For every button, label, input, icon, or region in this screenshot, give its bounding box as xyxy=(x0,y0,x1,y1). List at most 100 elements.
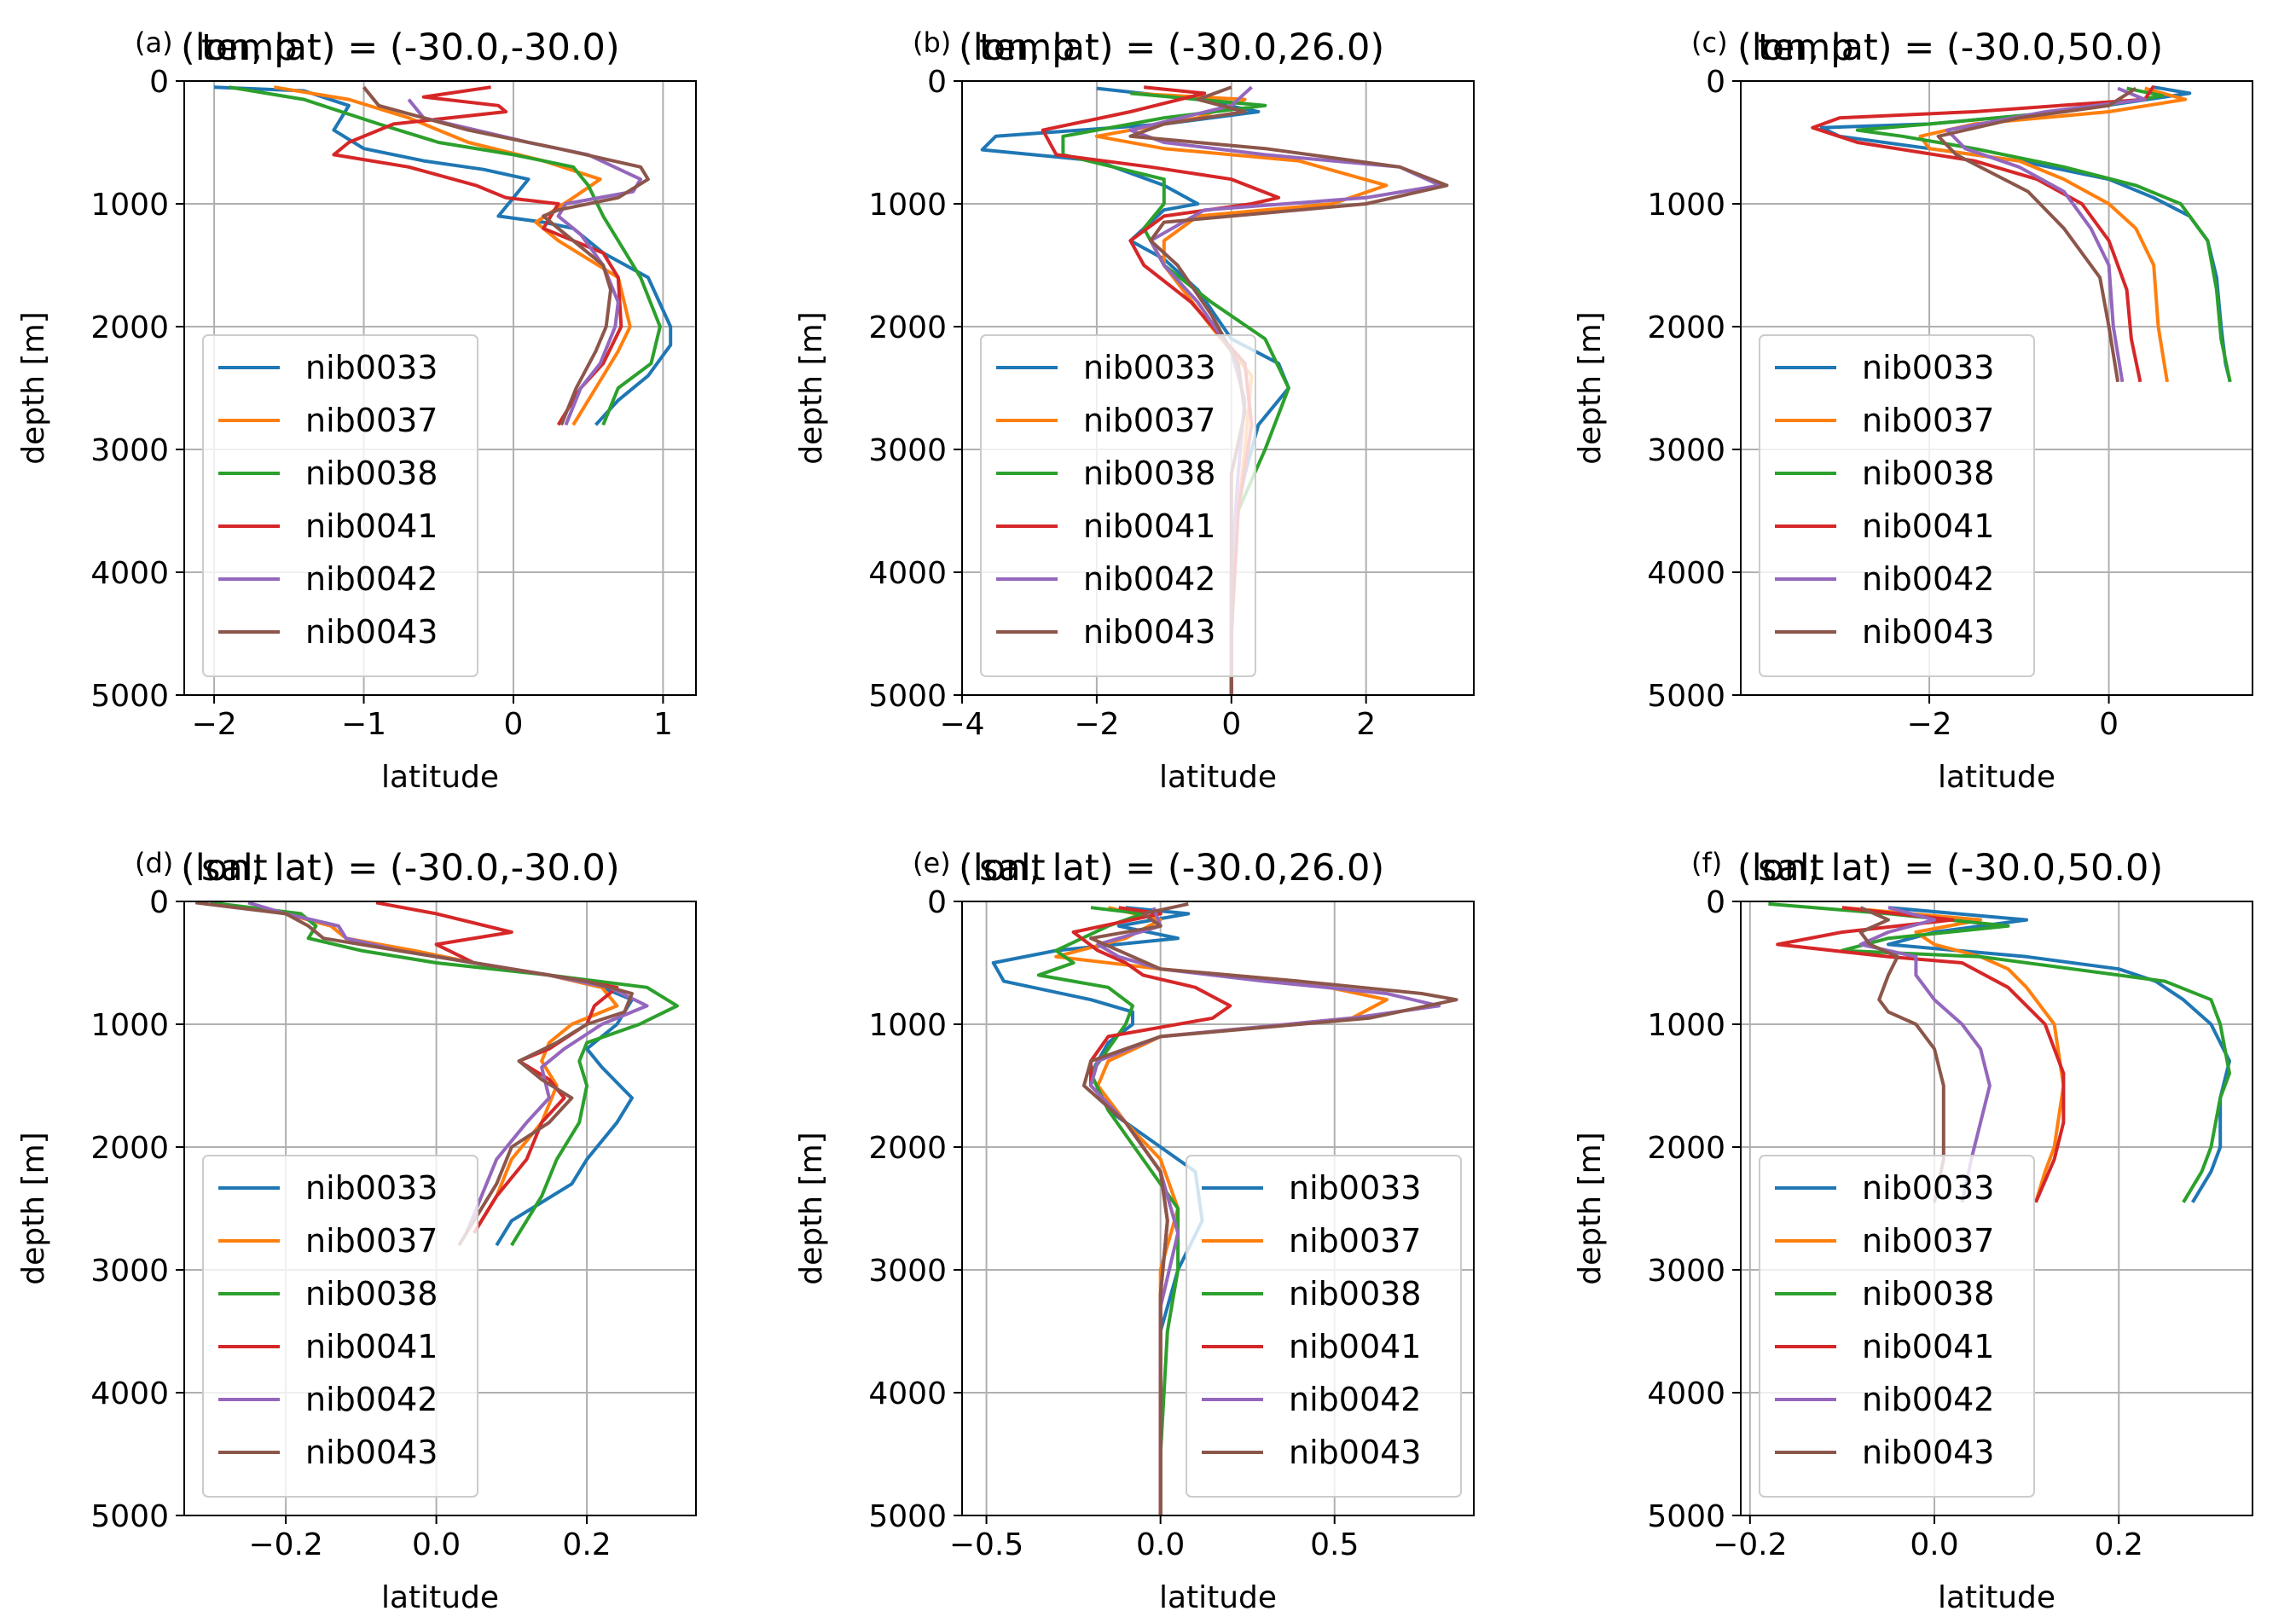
panel-4: −0.2 0.0 0.2 0 1000 2000 3000 4000 5000 latitude d… xyxy=(16,847,697,1611)
y-tick-label: 3000 xyxy=(1647,1254,1725,1289)
legend-label: nib0033 xyxy=(1862,349,1994,386)
y-tick-label: 4000 xyxy=(1647,556,1725,591)
series-line-nib0043 xyxy=(1936,86,2137,383)
x-tick-label: 0.0 xyxy=(412,1527,461,1562)
panel-5: −0.5 0.0 0.5 0 1000 2000 3000 4000 5000 latitude d… xyxy=(794,847,1475,1611)
legend-label: nib0043 xyxy=(1289,1434,1421,1471)
chart-title: (lon, lat) = (-30.0,-30.0) xyxy=(181,26,620,69)
chart-title: (lon, lat) = (-30.0,50.0) xyxy=(1737,26,2163,69)
x-tick-label: 0.0 xyxy=(1136,1527,1185,1562)
series-line-nib0041 xyxy=(1776,906,2066,1203)
series-line-nib0037 xyxy=(1841,906,2066,1203)
series-line-nib0042 xyxy=(1945,86,2147,383)
legend-label: nib0037 xyxy=(1862,402,1994,439)
y-tick-label: 5000 xyxy=(1647,1499,1725,1534)
y-axis-label: depth [m] xyxy=(16,311,51,464)
legend-label: nib0041 xyxy=(1083,507,1215,545)
x-tick-label: −0.2 xyxy=(1713,1527,1787,1562)
y-tick-label: 0 xyxy=(149,885,169,920)
x-axis-label: latitude xyxy=(1159,760,1277,795)
legend-label: nib0037 xyxy=(305,402,438,439)
legend-label: nib0041 xyxy=(1862,1328,1994,1365)
x-tick-label: 1 xyxy=(653,707,673,742)
chart-title: (lon, lat) = (-30.0,-30.0) xyxy=(181,847,620,890)
legend-label: nib0038 xyxy=(1862,455,1994,492)
y-tick-label: 4000 xyxy=(868,556,947,591)
x-tick-label: −2 xyxy=(1074,707,1119,742)
series-line-nib0037 xyxy=(1918,86,2188,383)
x-axis-label: latitude xyxy=(381,760,499,795)
legend-label: nib0033 xyxy=(1289,1169,1421,1207)
legend-label: nib0038 xyxy=(1862,1275,1994,1313)
legend-label: nib0042 xyxy=(1083,560,1215,598)
y-tick-label: 3000 xyxy=(90,1254,169,1289)
legend-label: nib0042 xyxy=(305,1381,438,1418)
x-tick-label: −1 xyxy=(341,707,386,742)
y-tick-label: 3000 xyxy=(868,433,947,468)
series-line-nib0033 xyxy=(214,85,673,426)
y-axis-label: depth [m] xyxy=(16,1132,51,1284)
legend-label: nib0033 xyxy=(305,1169,438,1207)
y-tick-label: 0 xyxy=(1706,65,1725,100)
legend-label: nib0043 xyxy=(305,1434,438,1471)
axes-frame xyxy=(961,80,1475,696)
y-tick-label: 2000 xyxy=(868,310,947,345)
x-axis-label: latitude xyxy=(1159,1580,1277,1611)
axes-frame xyxy=(183,80,697,696)
axes-frame xyxy=(1740,80,2253,696)
y-tick-label: 4000 xyxy=(90,556,169,591)
legend-label: nib0041 xyxy=(305,1328,438,1365)
panel-label: (b) xyxy=(913,26,951,59)
y-tick-label: 1000 xyxy=(868,1008,947,1043)
panel-label: (f) xyxy=(1691,847,1722,879)
y-tick-label: 5000 xyxy=(868,1499,947,1534)
x-axis-label: latitude xyxy=(1938,760,2055,795)
legend-label: nib0043 xyxy=(305,613,438,651)
legend-label: nib0042 xyxy=(1862,1381,1994,1418)
series-line-nib0042 xyxy=(1858,906,1992,1203)
legend-label: nib0037 xyxy=(1862,1222,1994,1260)
y-tick-label: 5000 xyxy=(1647,679,1725,714)
y-tick-label: 3000 xyxy=(90,433,169,468)
x-tick-label: −0.2 xyxy=(248,1527,322,1562)
x-axis-label: latitude xyxy=(1938,1580,2055,1611)
x-tick-label: −2 xyxy=(192,707,237,742)
legend-label: nib0043 xyxy=(1083,613,1215,651)
y-tick-label: 2000 xyxy=(1647,310,1725,345)
series-line-nib0038 xyxy=(1768,901,2231,1203)
series-line-nib0041 xyxy=(1811,84,2155,383)
y-tick-label: 1000 xyxy=(1647,1008,1725,1043)
x-tick-label: 0 xyxy=(504,707,524,742)
y-tick-label: 4000 xyxy=(90,1376,169,1411)
y-tick-label: 0 xyxy=(927,65,947,100)
y-tick-label: 5000 xyxy=(90,1499,169,1534)
y-tick-label: 5000 xyxy=(868,679,947,714)
panel-label: (e) xyxy=(913,847,951,879)
panel-1: −2 −1 0 1 0 1000 2000 3000 4000 5000 latitude depth… xyxy=(16,26,697,795)
y-tick-label: 5000 xyxy=(90,679,169,714)
y-axis-label: depth [m] xyxy=(1573,311,1608,464)
legend-label: nib0042 xyxy=(305,560,438,598)
panel-label: (d) xyxy=(135,847,173,879)
x-tick-label: 0.2 xyxy=(562,1527,611,1562)
legend-label: nib0042 xyxy=(1862,560,1994,598)
y-tick-label: 0 xyxy=(927,885,947,920)
y-tick-label: 1000 xyxy=(90,1008,169,1043)
y-tick-label: 1000 xyxy=(1647,188,1725,223)
legend-label: nib0037 xyxy=(305,1222,438,1260)
series-line-nib0043 xyxy=(1858,906,1945,1203)
chart-title-overlay: temp xyxy=(201,26,298,69)
axes-frame xyxy=(1740,901,2253,1516)
chart-title-overlay: salt xyxy=(979,847,1046,890)
legend-label: nib0038 xyxy=(1083,455,1215,492)
x-tick-label: 2 xyxy=(1356,707,1376,742)
series-line-nib0042 xyxy=(247,901,649,1234)
series-line-nib0043 xyxy=(362,85,650,426)
panel-3: −2 0 0 1000 2000 3000 4000 5000 latitude depth [m… xyxy=(1573,26,2253,795)
x-tick-label: 0.5 xyxy=(1310,1527,1359,1562)
panel-6: −0.2 0.0 0.2 0 1000 2000 3000 4000 5000 latitude d… xyxy=(1573,847,2253,1611)
y-axis-label: depth [m] xyxy=(1573,1132,1608,1284)
legend-label: nib0043 xyxy=(1862,613,1994,651)
x-tick-label: −4 xyxy=(939,707,984,742)
